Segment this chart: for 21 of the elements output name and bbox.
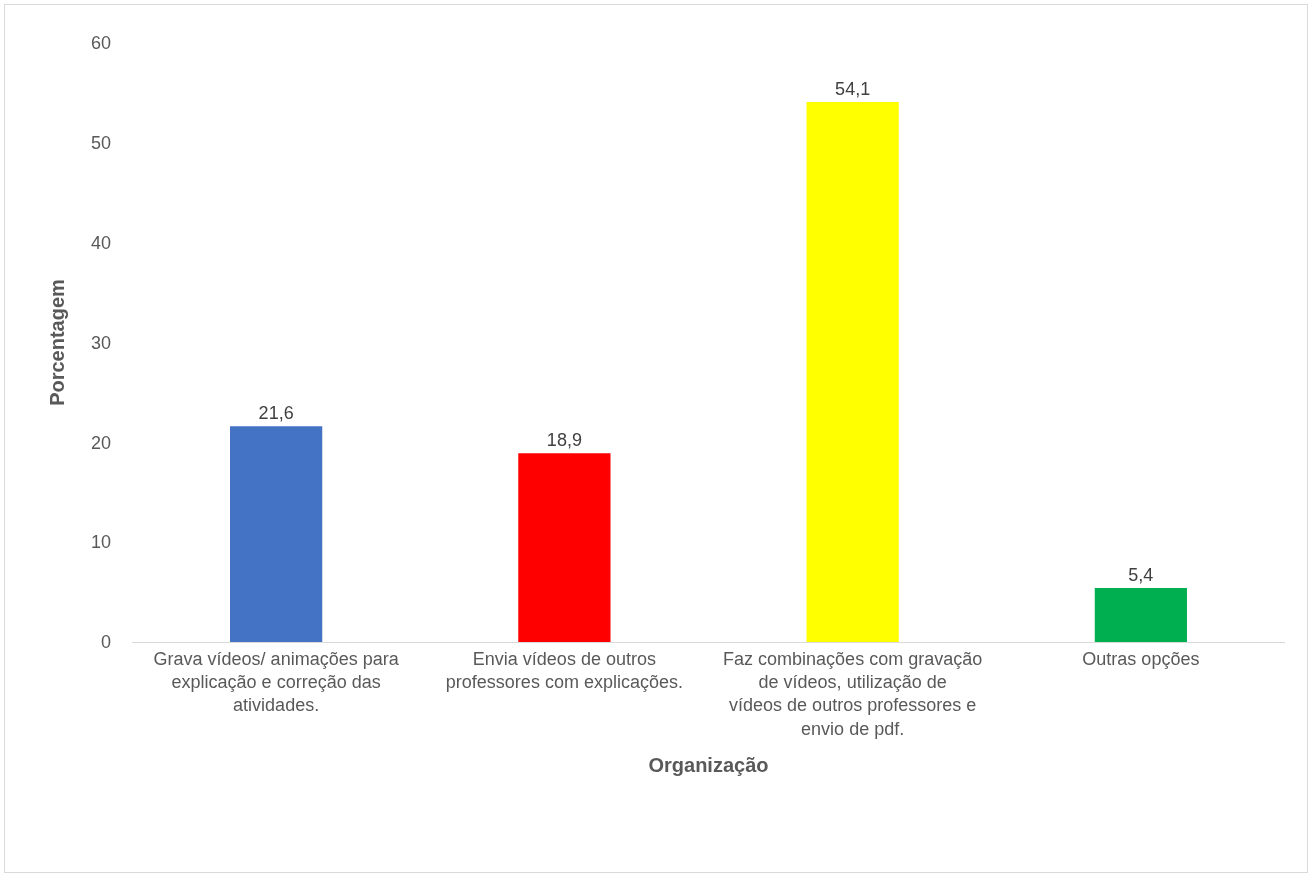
data-label: 18,9 <box>546 430 582 451</box>
bar <box>518 453 611 642</box>
x-tick-label: Grava vídeos/ animações para explicação e correção das atividades. <box>153 648 400 716</box>
y-axis-title: Porcentagem <box>46 279 69 406</box>
y-tick-label: 20 <box>90 432 111 453</box>
y-tick-label: 40 <box>90 232 111 253</box>
y-tick-label: 30 <box>90 332 111 353</box>
bar <box>230 426 323 642</box>
data-label: 5,4 <box>1128 565 1154 586</box>
y-tick-label: 10 <box>90 532 111 553</box>
bar <box>806 101 899 642</box>
bar <box>1094 588 1187 642</box>
x-axis-title: Organização <box>648 754 769 777</box>
y-tick-label: 60 <box>90 33 111 54</box>
data-label: 54,1 <box>835 78 871 99</box>
data-label: 21,6 <box>258 403 294 424</box>
x-tick-label: Outras opções <box>1082 648 1200 669</box>
x-tick-label: Faz combinações com gravação de vídeos, utilização de vídeos de outros professores e envio de pdf. <box>723 648 983 739</box>
y-tick-label: 0 <box>100 632 111 653</box>
x-tick-label: Envia vídeos de outros professores com explicações. <box>445 648 683 692</box>
y-tick-label: 50 <box>90 133 111 154</box>
